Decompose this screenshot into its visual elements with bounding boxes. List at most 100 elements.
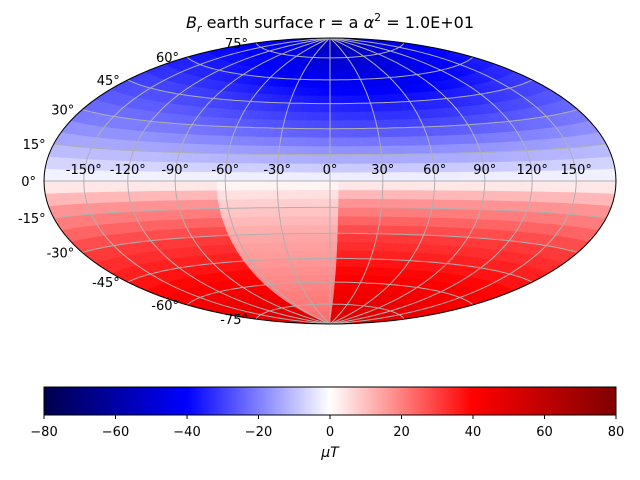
field-cell bbox=[295, 207, 306, 217]
field-cell bbox=[321, 232, 331, 243]
field-cell bbox=[356, 180, 366, 191]
field-cell bbox=[97, 180, 107, 193]
field-cell bbox=[191, 189, 202, 201]
title-alpha: α bbox=[364, 13, 375, 32]
parallel-line bbox=[82, 232, 578, 253]
field-cell bbox=[450, 171, 461, 182]
field-cell bbox=[338, 154, 348, 164]
field-cell bbox=[356, 171, 366, 182]
field-cell bbox=[62, 180, 72, 194]
field-cell bbox=[150, 180, 160, 192]
field-cell bbox=[312, 198, 322, 208]
parallel-line bbox=[82, 109, 578, 130]
field-cell bbox=[492, 180, 502, 192]
colorbar-tick-label: 20 bbox=[393, 425, 410, 440]
field-cell bbox=[337, 119, 347, 129]
field-cell bbox=[336, 241, 346, 251]
field-cell bbox=[416, 180, 427, 191]
field-cell bbox=[298, 233, 308, 243]
field-cell bbox=[329, 136, 339, 147]
field-cell bbox=[338, 163, 348, 173]
field-cell bbox=[321, 119, 331, 130]
field-cell bbox=[250, 171, 261, 182]
field-cell bbox=[381, 153, 392, 164]
field-cell bbox=[315, 103, 324, 113]
field-cell bbox=[318, 79, 326, 88]
field-cell bbox=[353, 128, 364, 138]
field-cell bbox=[285, 189, 296, 199]
field-cell bbox=[500, 180, 510, 192]
field-cell bbox=[313, 119, 323, 129]
field-cell bbox=[322, 249, 331, 259]
field-cell bbox=[316, 258, 325, 267]
field-cell bbox=[200, 189, 211, 200]
colorbar-ticks: −80 −60 −40 −20 0 20 40 60 80 bbox=[30, 415, 624, 440]
field-cell bbox=[325, 64, 331, 73]
field-cell bbox=[308, 249, 317, 259]
field-cell bbox=[344, 111, 354, 121]
lat-tick-label: 15° bbox=[23, 138, 46, 153]
field-cell bbox=[354, 145, 365, 155]
field-cell bbox=[260, 198, 271, 209]
field-cell bbox=[225, 189, 236, 200]
lat-tick-label: 75° bbox=[225, 37, 248, 52]
field-cell bbox=[560, 180, 570, 193]
field-cell bbox=[278, 145, 289, 155]
field-cell bbox=[346, 154, 357, 164]
colorbar-label: μT bbox=[320, 445, 340, 461]
field-cell bbox=[312, 154, 322, 164]
field-cell bbox=[347, 171, 357, 182]
field-cell bbox=[329, 128, 339, 138]
field-cell bbox=[269, 145, 280, 155]
field-cell bbox=[216, 180, 226, 191]
field-cell bbox=[329, 258, 338, 267]
field-cell bbox=[322, 111, 331, 121]
field-cell bbox=[119, 180, 129, 192]
field-cell bbox=[329, 103, 338, 113]
parallel-line bbox=[186, 281, 474, 306]
lat-tick-label: 30° bbox=[51, 104, 74, 119]
field-cell bbox=[329, 119, 339, 130]
field-cell bbox=[322, 103, 331, 113]
field-cell bbox=[321, 224, 331, 234]
lon-tick-label: 30° bbox=[371, 163, 394, 178]
parallel-line bbox=[186, 56, 474, 81]
field-cell bbox=[296, 128, 307, 138]
field-cell bbox=[355, 198, 366, 208]
field-cell bbox=[354, 215, 364, 226]
field-cell bbox=[531, 180, 541, 192]
field-cell bbox=[317, 266, 325, 275]
parallel-line bbox=[53, 206, 607, 219]
field-cell bbox=[380, 207, 391, 217]
field-cell bbox=[515, 180, 525, 192]
field-cell bbox=[259, 189, 270, 200]
field-cell bbox=[296, 215, 306, 226]
field-cell bbox=[442, 180, 452, 191]
field-cell bbox=[323, 266, 331, 275]
field-cell bbox=[305, 128, 315, 138]
field-cell bbox=[344, 241, 354, 251]
parallel-line bbox=[255, 303, 405, 320]
field-cell bbox=[233, 189, 244, 200]
field-cell bbox=[347, 189, 357, 200]
title-b: B bbox=[186, 13, 197, 32]
field-cell bbox=[321, 207, 331, 217]
field-cell bbox=[500, 170, 510, 182]
map-plot: -150° -120° -90° -60° -30° 0° 30° 60° 90° 120° 150… bbox=[18, 37, 617, 328]
field-cell bbox=[191, 180, 201, 191]
field-cell bbox=[234, 198, 246, 209]
field-cell bbox=[208, 189, 219, 200]
field-cell bbox=[287, 136, 298, 147]
field-cell bbox=[324, 281, 331, 291]
parallel-line bbox=[127, 79, 533, 105]
lat-tick-label: 60° bbox=[156, 51, 179, 66]
lon-tick-label: -30° bbox=[263, 163, 291, 178]
field-cell bbox=[324, 72, 331, 81]
field-cell bbox=[338, 180, 348, 191]
lon-tick-label: -60° bbox=[211, 163, 239, 178]
field-cell bbox=[467, 180, 477, 191]
field-cell bbox=[363, 145, 374, 155]
field-cell bbox=[251, 153, 262, 164]
field-cell bbox=[329, 266, 337, 275]
